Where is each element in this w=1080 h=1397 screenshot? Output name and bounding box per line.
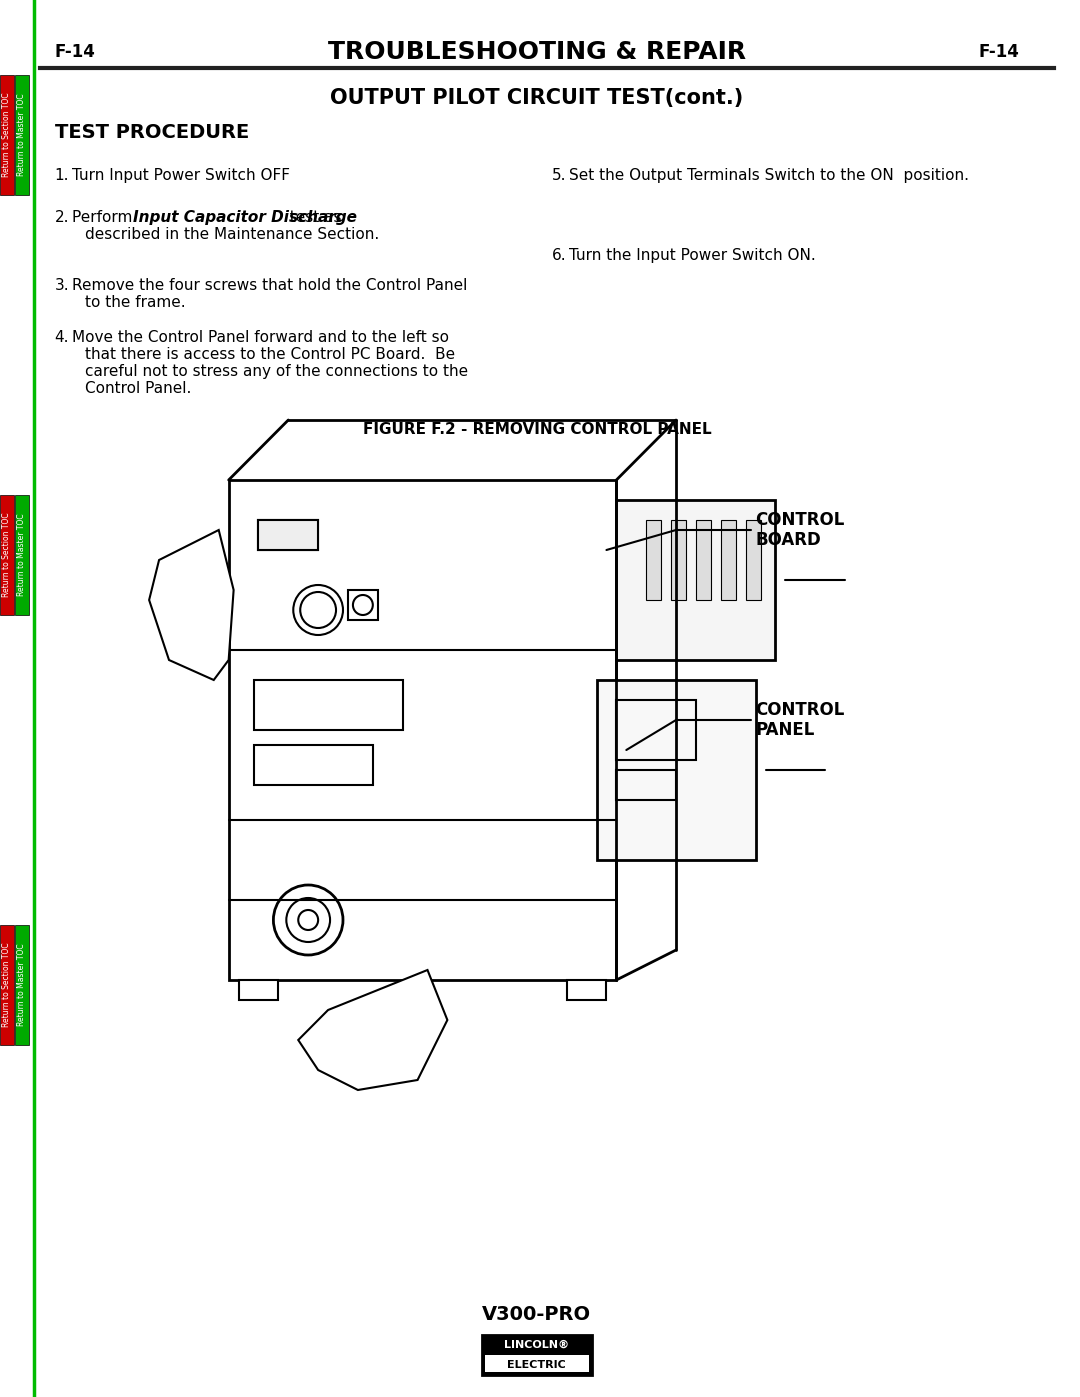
Text: LINCOLN®: LINCOLN® [504,1340,569,1350]
Text: 6.: 6. [552,249,566,263]
Text: 2.: 2. [55,210,69,225]
Text: 1.: 1. [55,168,69,183]
Text: Set the Output Terminals Switch to the ON  position.: Set the Output Terminals Switch to the O… [569,168,969,183]
Text: CONTROL
PANEL: CONTROL PANEL [756,701,845,739]
Bar [15,925,29,1045]
Bar [485,1355,589,1372]
Bar [720,520,735,599]
Bar [258,520,319,550]
Bar [482,1336,592,1375]
Bar [745,520,760,599]
Bar [596,680,756,861]
Bar [239,981,279,1000]
Text: test as: test as [281,210,342,225]
Text: F-14: F-14 [978,43,1020,61]
Text: 5.: 5. [552,168,566,183]
Text: V300-PRO: V300-PRO [483,1306,592,1324]
Text: 3.: 3. [55,278,69,293]
Text: FIGURE F.2 - REMOVING CONTROL PANEL: FIGURE F.2 - REMOVING CONTROL PANEL [363,422,711,437]
Text: Control Panel.: Control Panel. [85,381,192,395]
Bar [348,590,378,620]
Bar [15,495,29,615]
Text: Return to Section TOC: Return to Section TOC [2,92,12,177]
Bar [254,745,373,785]
Bar [0,75,14,196]
Text: that there is access to the Control PC Board.  Be: that there is access to the Control PC B… [85,346,456,362]
Bar [567,981,607,1000]
Text: to the frame.: to the frame. [85,295,186,310]
Text: Input Capacitor Discharge: Input Capacitor Discharge [133,210,357,225]
Text: TEST PROCEDURE: TEST PROCEDURE [55,123,248,141]
Text: 4.: 4. [55,330,69,345]
Text: ELECTRIC: ELECTRIC [508,1361,566,1370]
Bar [0,925,14,1045]
Bar [254,680,403,731]
Bar [617,500,775,659]
Text: Perform: Perform [71,210,141,225]
Text: Turn the Input Power Switch ON.: Turn the Input Power Switch ON. [569,249,815,263]
Bar [258,520,319,550]
Text: Move the Control Panel forward and to the left so: Move the Control Panel forward and to th… [71,330,448,345]
Bar [617,770,676,800]
Text: TROUBLESHOOTING & REPAIR: TROUBLESHOOTING & REPAIR [328,41,746,64]
Text: Remove the four screws that hold the Control Panel: Remove the four screws that hold the Con… [71,278,467,293]
Bar [696,520,711,599]
Text: described in the Maintenance Section.: described in the Maintenance Section. [85,226,380,242]
Text: Return to Master TOC: Return to Master TOC [17,514,26,597]
Text: careful not to stress any of the connections to the: careful not to stress any of the connect… [85,365,469,379]
Bar [485,1338,589,1355]
Text: Return to Master TOC: Return to Master TOC [17,94,26,176]
Bar [15,75,29,196]
Text: Return to Master TOC: Return to Master TOC [17,944,26,1027]
Text: Turn Input Power Switch OFF: Turn Input Power Switch OFF [71,168,289,183]
Polygon shape [149,529,233,680]
Bar [229,481,617,981]
Text: CONTROL
BOARD: CONTROL BOARD [756,510,845,549]
Text: OUTPUT PILOT CIRCUIT TEST(cont.): OUTPUT PILOT CIRCUIT TEST(cont.) [330,88,743,108]
Polygon shape [298,970,447,1090]
Bar [0,495,14,615]
Text: Return to Section TOC: Return to Section TOC [2,513,12,598]
Bar [646,520,661,599]
Bar [671,520,686,599]
Text: Return to Section TOC: Return to Section TOC [2,943,12,1027]
Text: F-14: F-14 [55,43,95,61]
Bar [617,700,696,760]
